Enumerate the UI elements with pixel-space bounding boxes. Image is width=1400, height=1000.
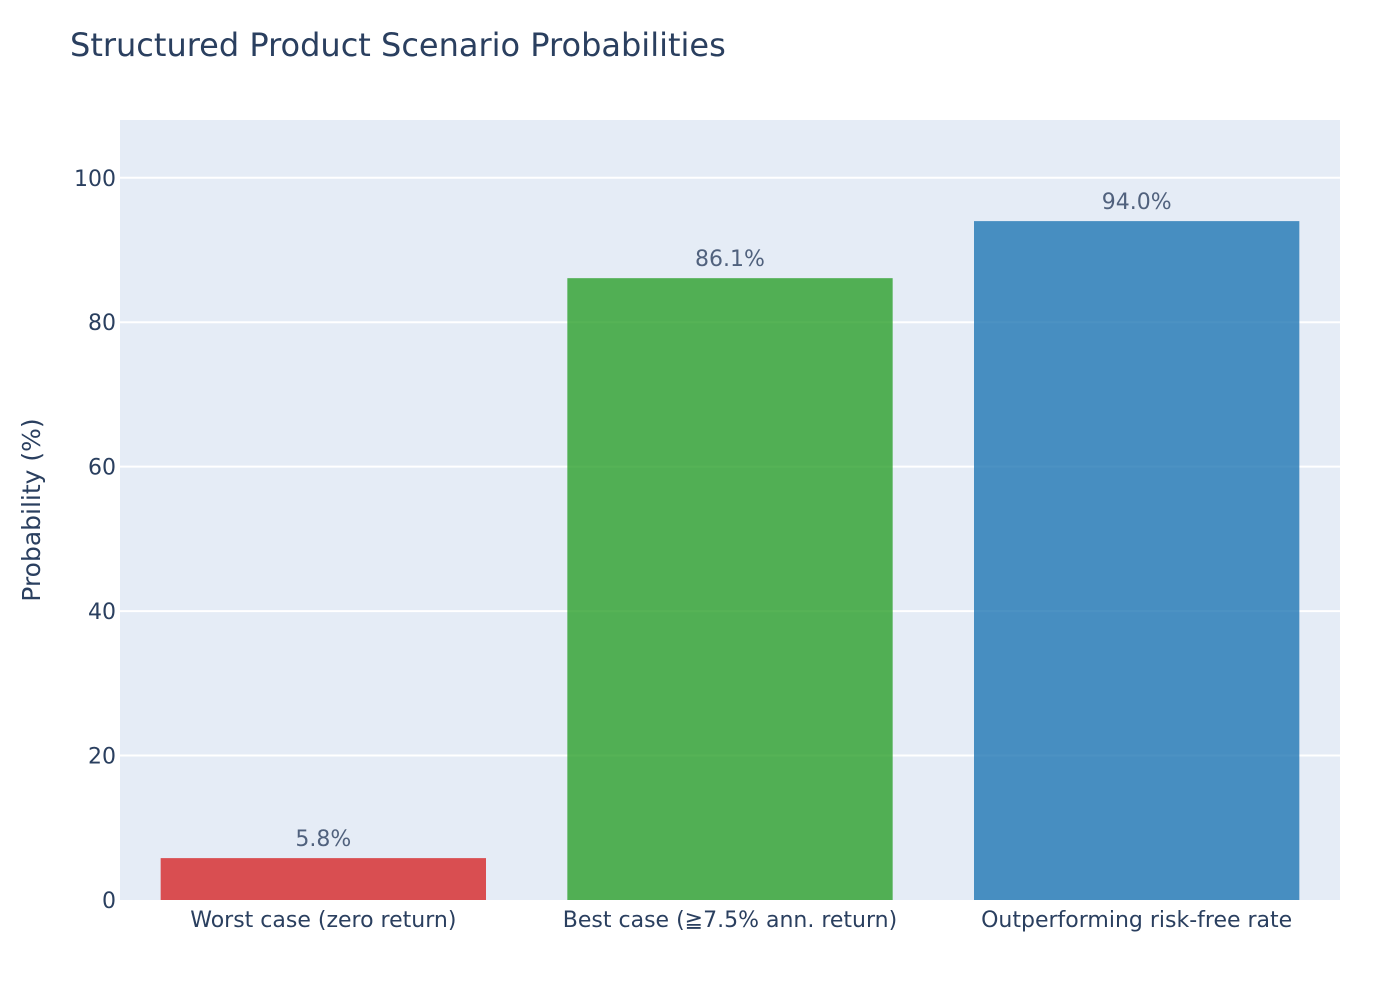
x-tick-label: Outperforming risk-free rate xyxy=(981,908,1292,933)
bar xyxy=(974,221,1300,901)
x-axis-ticks: Worst case (zero return) Best case (≧7.5%… xyxy=(190,908,1292,933)
y-axis-title: Probability (%) xyxy=(17,418,46,601)
y-tick-label: 20 xyxy=(88,745,116,770)
data-label: 94.0% xyxy=(1102,190,1172,215)
y-tick-label: 0 xyxy=(102,889,116,914)
bars xyxy=(160,221,1300,901)
y-tick-label: 80 xyxy=(88,311,116,336)
bar xyxy=(567,278,893,901)
x-tick-label: Best case (≧7.5% ann. return) xyxy=(563,908,897,933)
y-tick-label: 60 xyxy=(88,456,116,481)
bar xyxy=(160,858,486,900)
x-tick-label: Worst case (zero return) xyxy=(190,908,456,933)
y-tick-label: 100 xyxy=(74,167,116,192)
y-tick-label: 40 xyxy=(88,600,116,625)
data-labels: 5.8% 86.1% 94.0% xyxy=(295,190,1171,852)
data-label: 5.8% xyxy=(295,827,351,852)
data-label: 86.1% xyxy=(695,247,765,272)
chart-title: Structured Product Scenario Probabilitie… xyxy=(70,26,726,64)
y-axis-ticks: 0 20 40 60 80 100 xyxy=(74,167,116,914)
